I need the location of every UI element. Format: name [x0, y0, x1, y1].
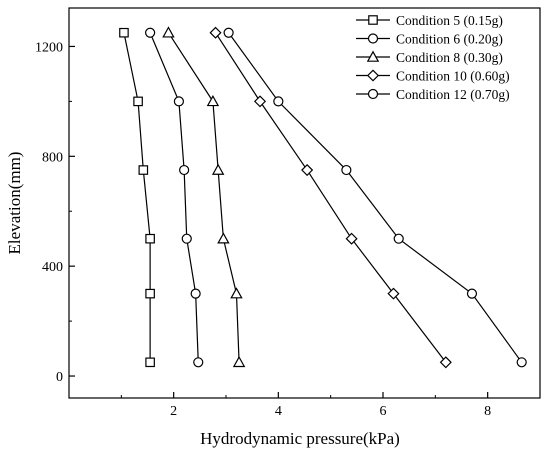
data-point [345, 232, 358, 245]
x-axis-title: Hydrodynamic pressure(kPa) [200, 429, 400, 448]
legend-label: Condition 5 (0.15g) [396, 13, 503, 28]
data-point [145, 233, 155, 244]
data-point [341, 164, 352, 176]
data-point [133, 96, 143, 107]
legend-marker [366, 69, 380, 82]
y-axis-title: Elevation(mm) [5, 152, 24, 255]
legend-label: Condition 8 (0.30g) [396, 50, 503, 65]
data-point [138, 165, 149, 175]
x-tick-label: 6 [380, 404, 387, 419]
series-line [167, 32, 240, 363]
y-tick-label: 1200 [35, 40, 63, 55]
legend-item: Condition 6 (0.20g) [356, 32, 503, 47]
data-point [181, 233, 192, 244]
x-tick-label: 2 [170, 404, 177, 419]
legend: Condition 5 (0.15g) Condition 6 (0.20g) Co… [356, 13, 510, 102]
data-point [253, 95, 267, 108]
data-point [516, 357, 527, 368]
series-line [149, 32, 199, 363]
data-point [273, 96, 284, 107]
legend-marker [367, 33, 379, 44]
y-tick-label: 400 [42, 260, 63, 275]
legend-item: Condition 8 (0.30g) [356, 50, 503, 65]
data-point [206, 94, 220, 107]
data-point [190, 288, 201, 299]
data-point [173, 96, 184, 107]
series-2 [145, 27, 204, 368]
legend-marker [368, 15, 378, 25]
data-point [162, 26, 175, 38]
data-point [301, 163, 314, 177]
x-tick-label: 8 [484, 404, 491, 419]
x-tick-label: 4 [275, 404, 282, 419]
plot-frame [68, 7, 541, 399]
series-layer [119, 26, 527, 369]
legend-marker [366, 50, 380, 62]
legend-label: Condition 6 (0.20g) [396, 32, 503, 47]
series-line [123, 32, 151, 363]
data-point [145, 27, 156, 38]
data-point [179, 164, 190, 176]
axis-tick-labels: 2 4 6 8 0 400 800 1200 [35, 40, 491, 419]
legend-marker [367, 88, 379, 100]
axis-ticks [69, 45, 541, 398]
legend-item: Condition 10 (0.60g) [356, 69, 510, 84]
y-tick-label: 800 [42, 150, 63, 165]
data-point [230, 287, 243, 299]
legend-label: Condition 10 (0.60g) [396, 69, 510, 84]
data-point [387, 287, 400, 300]
series-line [215, 32, 447, 363]
data-point [393, 233, 404, 244]
data-point [217, 232, 230, 244]
data-point [145, 357, 155, 368]
data-point [439, 356, 452, 369]
data-point [193, 357, 204, 368]
series-5 [223, 27, 527, 368]
series-4 [209, 26, 452, 369]
data-point [145, 288, 155, 299]
legend-item: Condition 5 (0.15g) [356, 13, 503, 28]
series-3 [162, 26, 246, 368]
data-point [119, 27, 129, 38]
data-point [232, 355, 246, 368]
series-line [228, 32, 523, 363]
series-1 [119, 27, 155, 368]
data-point [466, 288, 478, 299]
data-point [209, 26, 222, 39]
legend-label: Condition 12 (0.70g) [396, 87, 510, 102]
legend-item: Condition 12 (0.70g) [356, 87, 510, 102]
y-tick-label: 0 [56, 370, 63, 385]
data-point [223, 27, 234, 38]
data-point [211, 163, 225, 175]
